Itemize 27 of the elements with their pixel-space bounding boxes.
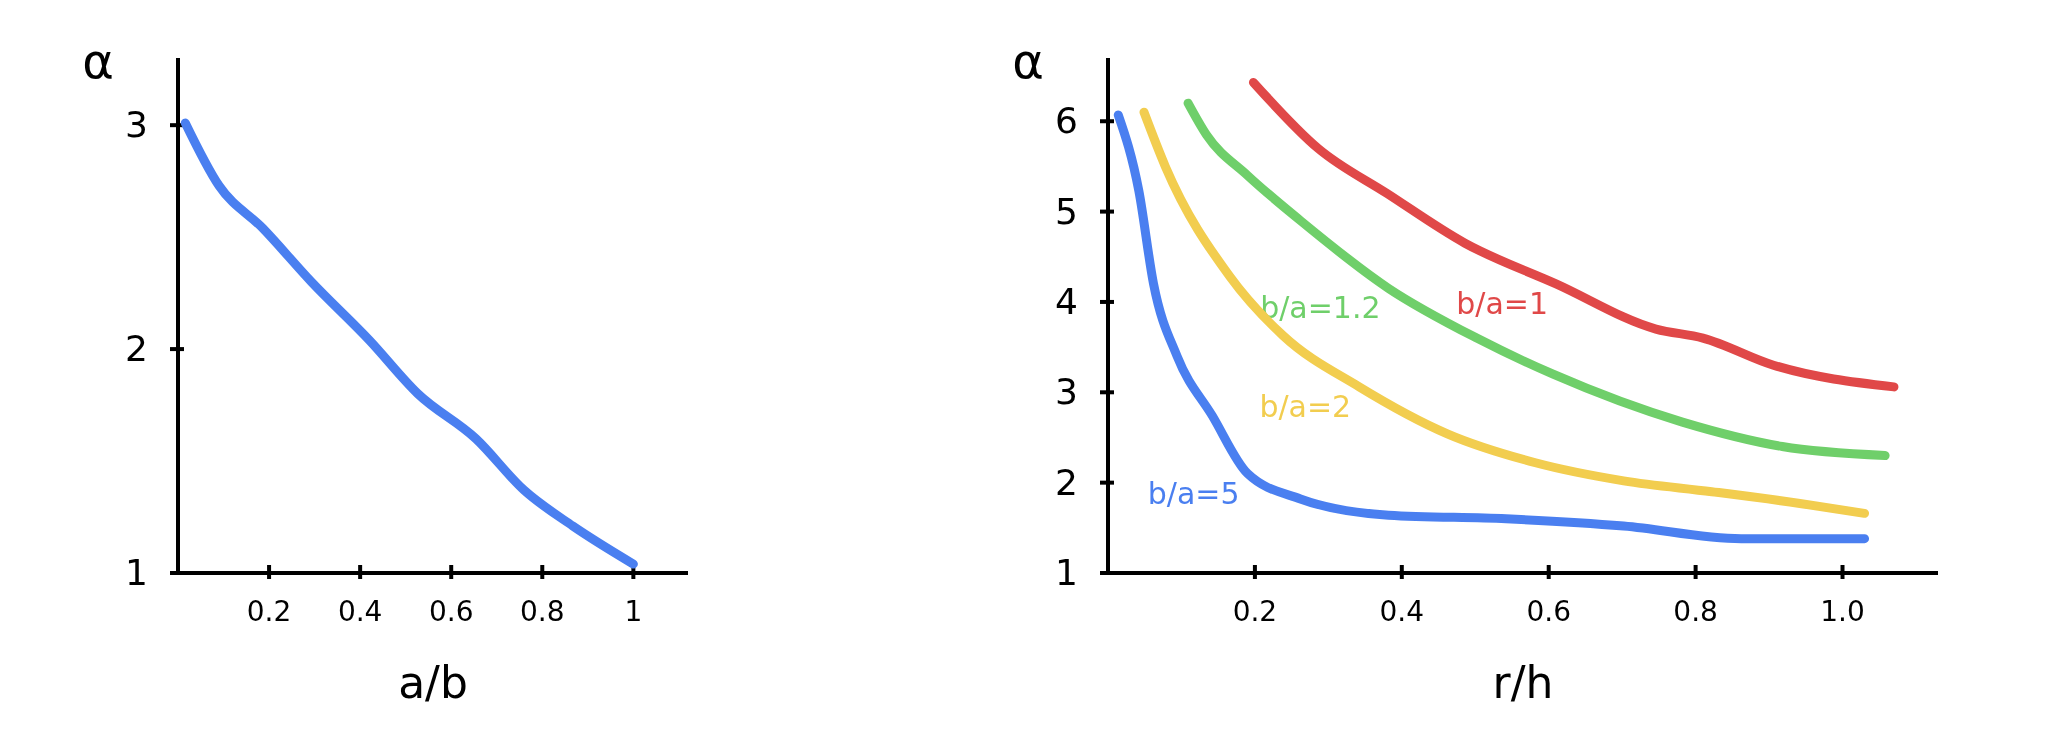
series-label: b/a=1 [1456, 285, 1549, 321]
y-tick-label: 2 [125, 328, 148, 370]
series-label: b/a=2 [1259, 388, 1352, 424]
x-axis-title: a/b [398, 657, 468, 708]
y-tick-label: 1 [1055, 552, 1078, 593]
x-tick-label: 0.6 [428, 595, 474, 628]
y-axis-title: α [82, 33, 114, 89]
series-label: b/a=1.2 [1260, 290, 1381, 326]
x-tick-label: 0.6 [1526, 595, 1571, 628]
x-tick-label: 0.2 [246, 595, 292, 628]
y-tick-label: 6 [1055, 100, 1078, 142]
x-tick-label: 0.8 [520, 595, 565, 628]
y-tick-label: 1 [125, 552, 148, 593]
x-tick-label: 1.0 [1820, 595, 1865, 628]
x-tick-label: 0.8 [1673, 595, 1718, 628]
x-tick-label: 0.2 [1232, 595, 1278, 628]
y-tick-label: 2 [1055, 461, 1078, 503]
x-tick-label: 0.4 [337, 595, 383, 628]
y-tick-label: 3 [1055, 371, 1078, 413]
x-tick-label: 0.4 [1379, 595, 1425, 628]
y-tick-label: 5 [1055, 190, 1078, 232]
series-label: b/a=5 [1147, 475, 1240, 511]
y-tick-label: 4 [1055, 280, 1078, 322]
y-axis-title: α [1012, 33, 1044, 89]
x-tick-label: 1 [624, 595, 643, 628]
y-tick-label: 3 [125, 104, 148, 146]
x-axis-title: r/h [1492, 657, 1554, 708]
